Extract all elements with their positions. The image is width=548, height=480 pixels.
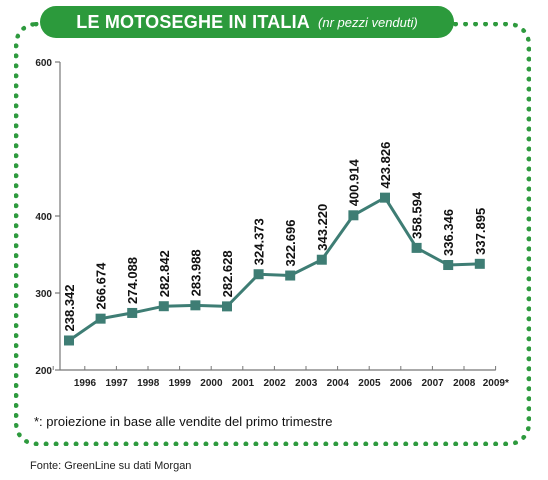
data-point	[64, 335, 74, 346]
y-tick-label: 600	[35, 58, 52, 69]
x-tick-label: 2004	[327, 378, 350, 389]
data-point	[190, 300, 201, 311]
data-label: 423.826	[378, 142, 393, 189]
chart-title: LE MOTOSEGHE IN ITALIA	[76, 11, 311, 32]
data-label: 324.373	[252, 218, 267, 265]
y-tick-label: 300	[35, 289, 52, 300]
data-point	[316, 254, 327, 265]
data-label: 336.346	[441, 209, 456, 256]
x-tick-label: 1999	[169, 378, 192, 389]
x-tick-label: 1998	[137, 378, 160, 389]
data-label: 238.342	[62, 284, 77, 331]
x-tick-label: 2002	[263, 378, 286, 389]
data-label: 274.088	[125, 257, 140, 304]
y-tick-label: 400	[35, 212, 52, 223]
source-note: Fonte: GreenLine su dati Morgan	[30, 460, 192, 472]
data-point	[127, 307, 138, 318]
x-tick-label: 1996	[74, 378, 97, 389]
chart-subtitle: (nr pezzi venduti)	[318, 14, 418, 30]
data-label: 337.895	[473, 208, 488, 255]
data-label: 322.696	[283, 220, 298, 267]
x-tick-label: 2005	[358, 378, 381, 389]
data-label: 282.842	[157, 250, 172, 297]
y-tick-label: 200	[35, 366, 52, 377]
data-label: 400.914	[346, 159, 361, 207]
data-label: 358.594	[410, 191, 425, 239]
data-point	[285, 270, 296, 281]
data-point	[443, 260, 454, 271]
x-tick-label: 1997	[105, 378, 128, 389]
x-tick-label: 2001	[232, 378, 255, 389]
x-tick-label: 2008	[453, 378, 476, 389]
data-label: 283.988	[188, 249, 203, 296]
data-label: 282.628	[220, 250, 235, 297]
data-label: 266.674	[94, 262, 109, 310]
x-tick-label: 2009*	[483, 378, 509, 389]
data-point	[348, 210, 359, 221]
data-point	[253, 269, 264, 280]
x-tick-label: 2003	[295, 378, 318, 389]
data-point	[474, 258, 485, 269]
x-tick-label: 2007	[421, 378, 444, 389]
data-label: 343.220	[315, 204, 330, 251]
data-point	[158, 301, 169, 312]
data-point	[222, 301, 232, 312]
x-tick-label: 2000	[200, 378, 223, 389]
data-point	[411, 242, 422, 253]
data-point	[380, 192, 390, 203]
series-line	[68, 195, 480, 342]
x-tick-label: 2006	[390, 378, 413, 389]
data-point	[95, 313, 106, 324]
title-banner: LE MOTOSEGHE IN ITALIA (nr pezzi venduti…	[40, 6, 454, 38]
footnote: *: proiezione in base alle vendite del p…	[34, 414, 333, 429]
